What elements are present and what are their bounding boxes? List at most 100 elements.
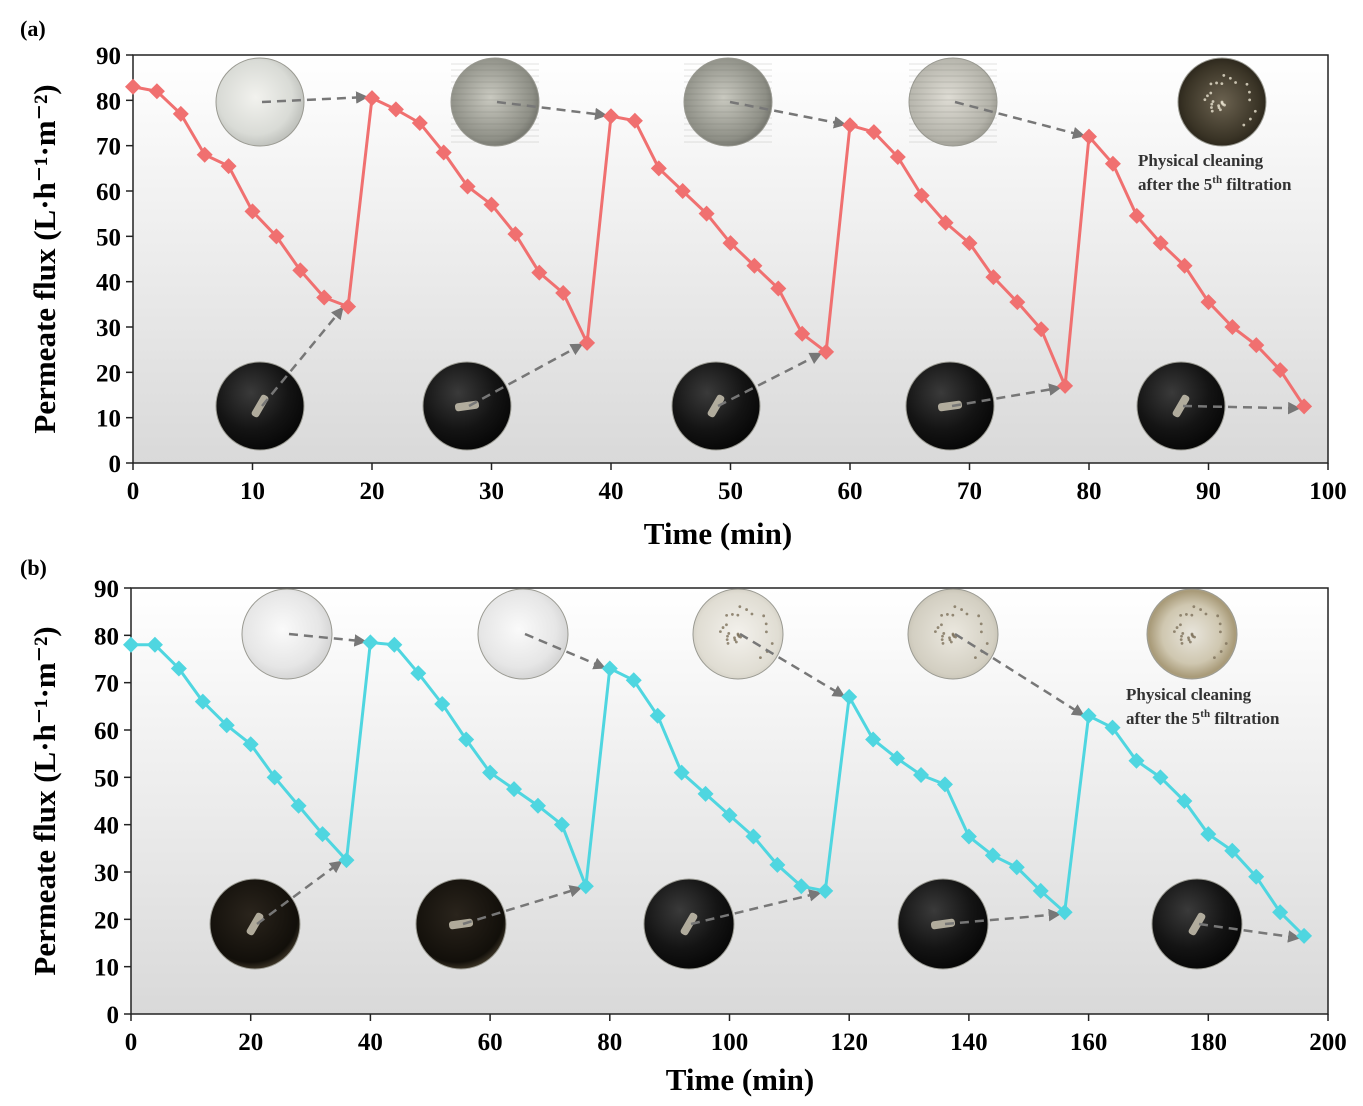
data-point [746,257,763,274]
fouled-membrane-photo [1151,878,1243,970]
dashed-arrow [690,889,822,926]
panel-a-ticks: 0 10 20 30 40 50 60 70 80 90 0 10 20 30 40 50 60 70 80 90 10… [96,43,1347,505]
data-point [244,203,261,220]
speck [727,632,731,635]
speck [1210,106,1213,109]
fouled-membrane-photo [415,878,507,970]
speck [725,638,729,642]
panel-b-xlabel: Time (min) [666,1062,814,1097]
speck [731,613,734,616]
speck [965,612,969,616]
foulant-streak [707,394,725,418]
panel-a-annotation-line2-suffix: filtration [1222,175,1292,194]
data-point [292,262,309,279]
data-point [1152,235,1169,252]
data-point [1224,842,1241,859]
dashed-arrow [496,100,608,121]
data-point [172,105,189,122]
clean-membrane-photo [908,57,998,147]
clean-membrane-photo [683,57,773,147]
fouled-membrane-photo [897,878,989,970]
dashed-arrow [256,860,343,926]
speck [725,623,728,627]
fouled-membrane-photo [671,361,761,451]
foulant-streak [246,912,264,936]
data-point [698,205,715,222]
speck [750,612,754,616]
fouled-membrane-photo [1136,361,1226,451]
data-point [817,882,834,899]
data-point [148,83,165,100]
membrane-disc [477,588,569,680]
data-point [579,334,596,351]
x-tick-label: 80 [597,1029,622,1056]
panel-b-annotation-line2: after the 5th filtration [1126,708,1280,728]
dashed-arrow [288,632,367,647]
y-tick-label: 60 [94,718,119,745]
speck [1219,630,1222,634]
data-point [721,807,738,824]
speck [1188,640,1192,644]
dashed-arrow [729,100,847,129]
data-point [769,856,786,873]
speck [1219,108,1222,112]
data-point [1176,793,1193,809]
speck [960,608,963,611]
dashed-arrow [944,908,1062,926]
panel-b-series [123,634,1313,944]
speck [719,630,722,634]
speck [1222,74,1226,77]
data-point [362,634,379,651]
data-point [507,226,524,243]
speck [1175,626,1179,629]
data-point [1248,337,1265,354]
fouled-membrane-photo [422,361,512,451]
panel-b-annotation-line2-prefix: after the 5 [1126,709,1200,728]
membrane-disc [450,57,540,147]
data-point [770,280,787,297]
data-point [1056,904,1073,921]
x-tick-label: 40 [599,478,624,505]
data-point [745,828,762,845]
data-point [553,816,570,833]
speck [1234,81,1237,84]
panel-a-membrane-photos [215,57,1301,451]
speck [765,630,768,634]
data-point [123,636,139,653]
panel-b-annotation-line1: Physical cleaning [1126,685,1252,704]
data-point [841,688,858,705]
foulant-streak [251,394,269,418]
speck [985,642,989,645]
membrane-disc [683,57,773,147]
data-point [125,78,141,95]
data-point [242,736,259,753]
data-point [1009,294,1026,311]
dashed-arrow [717,352,823,408]
speck [1199,608,1202,611]
y-tick-label: 10 [96,406,121,433]
clean-membrane-photo [215,57,305,147]
clean-membrane-photo [241,588,333,680]
x-tick-label: 140 [950,1029,988,1056]
data-point [458,731,475,748]
data-point [340,298,357,315]
speck [1228,76,1232,80]
speck [1217,104,1220,108]
x-tick-label: 30 [479,478,504,505]
speck [1215,81,1218,85]
x-tick-label: 120 [830,1029,868,1056]
dashed-arrow [462,885,583,926]
y-tick-label: 20 [96,360,121,387]
data-point [913,766,930,783]
data-point [650,160,667,177]
x-tick-label: 180 [1190,1029,1228,1056]
speck [1185,613,1188,616]
speck [1248,98,1252,102]
speck [1190,613,1194,617]
data-point [1272,904,1289,921]
speck [1173,630,1176,634]
data-point [529,797,546,814]
y-tick-label: 90 [96,43,121,70]
x-tick-label: 20 [360,478,385,505]
dashed-arrow [954,100,1086,140]
